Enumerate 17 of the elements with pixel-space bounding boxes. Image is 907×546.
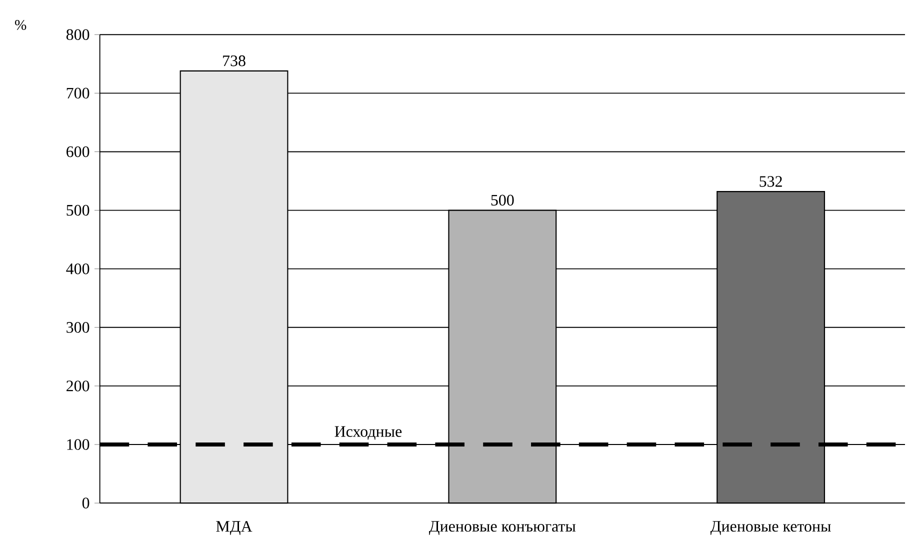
x-tick-label: Диеновые конъюгаты	[429, 521, 576, 536]
y-tick-label: 300	[66, 322, 90, 333]
ref-line-label: Исходные	[334, 426, 402, 440]
y-tick-label: 100	[67, 439, 90, 450]
y-tick-label: 400	[66, 264, 90, 274]
y-tick-label: 800	[66, 29, 90, 40]
data-label: 738	[223, 56, 246, 66]
data-label: 500	[491, 194, 514, 206]
x-tick-label: Диеновые кетоны	[710, 521, 831, 536]
y-tick-label: 500	[66, 205, 90, 216]
data-label: 532	[760, 176, 782, 188]
y-tick-label: 200	[66, 380, 90, 392]
y-tick-label: 700	[66, 88, 90, 99]
y-tick-label: 600	[66, 146, 90, 158]
y-tick-label: 0	[82, 498, 90, 509]
x-tick-label: МДА	[216, 521, 252, 536]
y-axis-title: %	[14, 20, 26, 30]
